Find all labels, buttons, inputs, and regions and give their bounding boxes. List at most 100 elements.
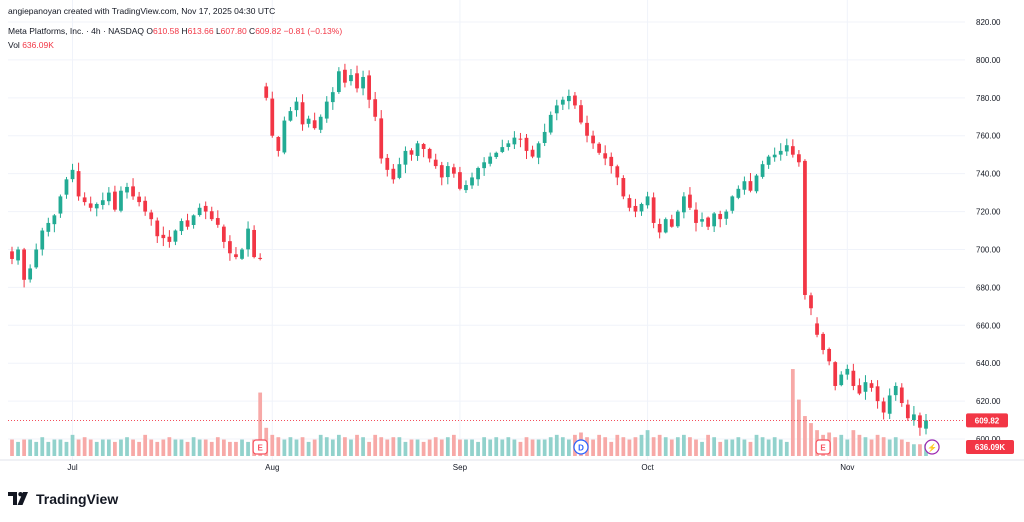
candle-body	[470, 177, 474, 186]
candle-body	[131, 186, 135, 197]
candle-body	[893, 385, 898, 396]
volume-bar	[397, 437, 402, 456]
volume-bar	[155, 441, 160, 456]
volume-bar	[185, 441, 190, 456]
volume-bar	[470, 439, 474, 456]
volume-bar	[167, 437, 172, 456]
volume-bar	[161, 439, 166, 456]
y-tick-label: 620.00	[976, 397, 1001, 406]
event-marker[interactable]: D	[573, 439, 589, 455]
volume-bar	[772, 437, 777, 456]
high-value: 613.66	[187, 26, 214, 36]
tradingview-logo[interactable]: TradingView	[8, 491, 118, 507]
event-marker[interactable]: E	[815, 439, 831, 455]
candles	[10, 63, 928, 436]
candle-body	[228, 241, 232, 254]
candle-body	[367, 75, 372, 100]
open-value: 610.58	[153, 26, 180, 36]
volume-bar	[343, 437, 347, 456]
volume-bar	[191, 437, 196, 456]
volume-bar	[639, 434, 644, 456]
candle-body	[518, 138, 523, 140]
tradingview-logo-icon	[8, 492, 28, 505]
volume-bar	[421, 441, 426, 456]
volume-bar	[530, 439, 535, 456]
axes: 600.00 620.00 640.00 660.00 680.00 700.00 720.…	[0, 18, 1024, 472]
candle-body	[100, 200, 105, 205]
low-value: 607.80	[220, 26, 247, 36]
event-marker[interactable]: E	[252, 439, 268, 455]
volume-bar	[476, 441, 480, 456]
candle-body	[209, 211, 214, 220]
candle-body	[627, 198, 632, 208]
volume-bar	[294, 439, 299, 456]
candle-body	[591, 135, 595, 144]
close-label: C	[249, 26, 256, 36]
candle-body	[821, 333, 825, 350]
volume-legend[interactable]: Vol 636.09K	[8, 40, 54, 50]
volume-bar	[306, 441, 311, 456]
candle-body	[10, 251, 14, 259]
candle-body	[797, 154, 801, 163]
volume-bar	[609, 441, 614, 456]
volume-bar	[736, 437, 741, 456]
candle-body	[815, 323, 819, 335]
volume-bar	[548, 437, 553, 456]
ohlc-legend[interactable]: Meta Platforms, Inc. · 4h · NASDAQ O610.…	[8, 26, 342, 36]
earnings-marker-box	[252, 439, 268, 455]
candle-body	[488, 156, 493, 164]
volume-bar	[869, 439, 874, 456]
candle-body	[28, 268, 33, 280]
candle-body	[597, 143, 602, 153]
candle-body	[778, 150, 783, 155]
candle-body	[639, 203, 644, 212]
volume-bar	[34, 441, 39, 456]
candle-body	[246, 228, 250, 250]
volume-bar	[433, 437, 438, 456]
candle-body	[863, 382, 868, 392]
candle-body	[343, 69, 347, 83]
candle-body	[94, 203, 99, 209]
candle-body	[149, 212, 154, 220]
y-tick-label: 780.00	[976, 94, 1001, 103]
candle-body	[312, 120, 317, 129]
volume-bar	[663, 437, 668, 456]
volume-bar	[675, 437, 680, 456]
y-tick-label: 660.00	[976, 321, 1001, 330]
x-tick-label: Jul	[67, 463, 77, 472]
volume-bar	[688, 437, 692, 456]
volume-bar	[119, 439, 123, 456]
event-marker[interactable]: ⚡	[924, 439, 940, 455]
last-volume-label: 636.09K	[975, 443, 1005, 452]
volume-bar	[439, 439, 444, 456]
volume-bar	[64, 441, 69, 456]
symbol-name[interactable]: Meta Platforms, Inc. · 4h · NASDAQ	[8, 26, 145, 36]
candle-body	[361, 76, 365, 89]
candle-body	[615, 166, 620, 178]
candle-body	[294, 101, 299, 111]
volume-bar	[403, 441, 408, 456]
y-tick-label: 820.00	[976, 18, 1001, 27]
volume-bar	[627, 439, 632, 456]
volume-bar	[16, 441, 20, 456]
candle-body	[464, 185, 468, 191]
volume-bar	[179, 439, 184, 456]
volume-bar	[76, 439, 81, 456]
event-marker-label: E	[820, 444, 826, 453]
volume-bar	[258, 392, 263, 456]
candle-body	[682, 196, 686, 213]
open-label: O	[146, 26, 154, 36]
volume-label: Vol	[8, 40, 20, 50]
candle-body	[143, 200, 148, 212]
last-volume-badge	[966, 440, 1014, 454]
candle-body	[88, 203, 93, 208]
candle-body	[554, 105, 559, 114]
x-tick-label: Oct	[641, 463, 654, 472]
volume-bar	[905, 441, 910, 456]
volume-bar	[482, 437, 487, 456]
volume-bar	[597, 434, 602, 456]
candle-body	[106, 192, 111, 202]
candle-body	[119, 190, 123, 211]
candle-body	[288, 111, 293, 121]
